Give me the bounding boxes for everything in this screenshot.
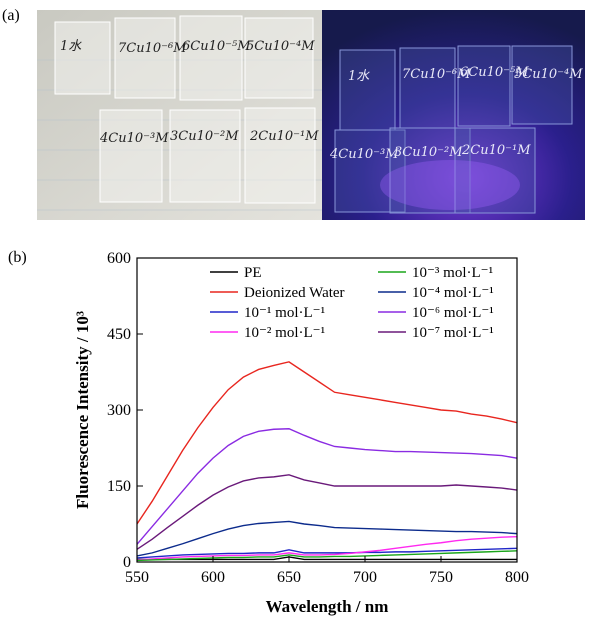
photo-label: 4Cu10⁻³M (99, 131, 169, 146)
photo-label: 2Cu10⁻¹M (249, 129, 319, 144)
legend-label: 10⁻² mol·L⁻¹ (244, 325, 325, 341)
y-tick-label: 0 (123, 554, 131, 571)
y-tick-label: 600 (107, 250, 131, 267)
photo-label: 5Cu10⁻⁴M (514, 67, 583, 82)
photo-label: 7Cu10⁻⁶M (118, 41, 187, 56)
photo-label: 1水 (348, 69, 370, 84)
series-line (136, 361, 518, 525)
y-tick-label: 300 (107, 402, 131, 419)
legend-label: 10⁻⁶ mol·L⁻¹ (412, 305, 494, 321)
bags-left (54, 15, 316, 204)
y-axis-title: Fluorescence Intensity / 10³ (73, 311, 92, 509)
photo-label: 1水 (60, 39, 82, 54)
photo-right (322, 10, 585, 220)
photo-label: 4Cu10⁻³M (329, 147, 399, 162)
x-tick-label: 650 (277, 569, 301, 586)
plot-frame (136, 257, 518, 563)
series-line (136, 550, 518, 562)
legend-label: Deionized Water (244, 285, 345, 301)
series-line (137, 556, 517, 561)
photo-label: 6Cu10⁻⁵M (182, 39, 251, 54)
series-line (136, 535, 518, 561)
x-tick-label: 700 (353, 569, 377, 586)
x-axis-title: Wavelength / nm (266, 597, 389, 616)
series-line (136, 428, 518, 545)
series-line (136, 520, 518, 557)
legend-label: 10⁻⁴ mol·L⁻¹ (412, 285, 494, 301)
panel-label: (b) (8, 249, 27, 266)
bags-right (334, 45, 573, 214)
photo-label: 3Cu10⁻²M (394, 145, 463, 160)
y-tick-label: 150 (107, 478, 131, 495)
legend-label: 10⁻⁷ mol·L⁻¹ (412, 325, 494, 341)
series-line (136, 547, 518, 559)
x-tick-label: 750 (429, 569, 453, 586)
y-tick-label: 450 (107, 326, 131, 343)
chart: 550 600 650 700 750 800 0 150 300 450 600 Wavelengt… (73, 250, 529, 616)
photo-label: 3Cu10⁻²M (170, 129, 239, 144)
series-line (136, 474, 518, 550)
legend-label: 10⁻³ mol·L⁻¹ (412, 265, 493, 281)
photo-label: 6Cu10⁻⁵M (460, 65, 529, 80)
photo-label: 2Cu10⁻¹M (461, 143, 531, 158)
glow (380, 160, 520, 210)
x-tick-label: 550 (125, 569, 149, 586)
legend-label: PE (244, 265, 262, 281)
x-tick-label: 600 (201, 569, 225, 586)
x-tick-label: 800 (505, 569, 529, 586)
photo-label: 5Cu10⁻⁴M (246, 39, 315, 54)
panel-label: (a) (2, 7, 20, 24)
photo-label: 7Cu10⁻⁶M (402, 67, 471, 82)
legend-label: 10⁻¹ mol·L⁻¹ (244, 305, 325, 321)
